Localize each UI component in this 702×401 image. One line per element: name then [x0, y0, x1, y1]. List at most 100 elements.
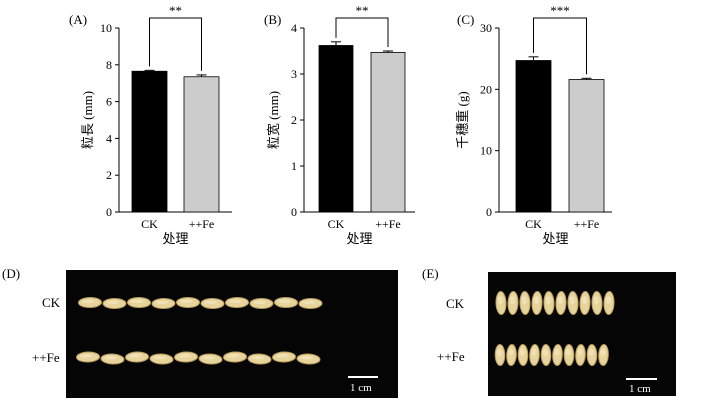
grain-highlight [79, 354, 93, 358]
significance-bracket [533, 17, 587, 75]
grain-ck [567, 291, 579, 315]
y-tick-label: 1 [291, 159, 297, 173]
grain-ck [519, 291, 531, 315]
grain-highlight [554, 348, 560, 357]
grain-ck [176, 297, 200, 308]
grain-highlight [542, 348, 548, 357]
grain-highlight [565, 348, 571, 357]
grain-ck [200, 297, 225, 310]
y-tick-label: 4 [291, 21, 297, 35]
grain-ck [151, 297, 176, 310]
grain-highlight [600, 348, 606, 357]
x-axis-title: 处理 [542, 231, 568, 246]
significance-bracket [335, 17, 389, 47]
photo-e-grains [494, 291, 615, 366]
grain-highlight [251, 355, 265, 360]
grain-fe [223, 351, 247, 363]
x-tick-label: ++Fe [574, 217, 600, 231]
grain-highlight [202, 355, 216, 360]
grain-ck [603, 291, 615, 315]
photo-d-background [66, 270, 398, 398]
x-axis-title: 处理 [162, 231, 188, 246]
bar-++Fe [183, 76, 220, 213]
x-tick-label: CK [141, 217, 158, 231]
y-tick-label: 3 [291, 67, 297, 81]
grain-ck [78, 296, 102, 309]
y-tick-label: 2 [106, 168, 112, 182]
grain-fe [575, 344, 586, 366]
grain-fe [506, 344, 517, 366]
y-tick-label: 10 [100, 21, 112, 35]
grain-ck [555, 291, 567, 315]
bar-CK [515, 60, 552, 213]
photo-d-label-ck: CK [42, 295, 61, 310]
grain-highlight [106, 300, 120, 304]
grain-fe [76, 351, 100, 363]
grain-fe [198, 353, 223, 365]
grain-highlight [521, 296, 527, 305]
y-tick-label: 20 [480, 82, 492, 96]
grain-highlight [581, 296, 588, 305]
y-axis-title: 粒宽 (mm) [266, 91, 281, 149]
grain-highlight [588, 348, 594, 357]
panel-label-b: (B) [264, 12, 281, 27]
photo-e-label-ck: CK [446, 296, 465, 311]
grain-highlight [531, 348, 537, 357]
grain-highlight [509, 296, 516, 305]
y-tick-label: 0 [106, 205, 112, 219]
x-tick-label: ++Fe [375, 217, 401, 231]
y-tick-label: 30 [480, 21, 492, 35]
grain-highlight [130, 299, 144, 303]
grain-highlight [300, 355, 314, 360]
grain-fe [149, 353, 174, 365]
chart-c: 0 10 20 30 CK ++Fe 处理 千穗重 (g) *** [455, 3, 612, 246]
bar-CK [131, 70, 168, 213]
y-tick-label: 4 [106, 131, 112, 145]
grain-fe [586, 344, 598, 366]
grain-ck [298, 297, 323, 310]
photo-d-grains [76, 296, 323, 365]
grain-highlight [81, 299, 95, 304]
grain-highlight [226, 354, 240, 358]
grain-fe [272, 351, 296, 363]
grain-highlight [557, 296, 564, 305]
y-tick-label: 8 [106, 58, 112, 72]
x-tick-label: ++Fe [189, 217, 215, 231]
grain-highlight [275, 354, 289, 358]
y-tick-label: 6 [106, 95, 112, 109]
panel-label-c: (C) [457, 12, 474, 27]
x-axis-title: 处理 [346, 231, 372, 246]
grain-highlight [593, 296, 599, 305]
grain-highlight [497, 296, 503, 305]
grain-ck [495, 291, 507, 315]
grain-highlight [605, 296, 612, 305]
photo-e-label-fe: ++Fe [437, 349, 465, 364]
grain-highlight [496, 348, 502, 357]
y-axis-title: 千穗重 (g) [455, 91, 470, 148]
y-tick-label: 0 [291, 205, 297, 219]
x-tick-label: CK [525, 217, 542, 231]
grain-highlight [302, 300, 316, 305]
bar-++Fe [370, 51, 406, 213]
grain-ck [507, 291, 519, 315]
grain-highlight [104, 355, 118, 360]
grain-ck [102, 298, 127, 309]
bar-++Fe [568, 79, 605, 213]
photo-e-background [488, 272, 676, 396]
grain-fe [598, 344, 609, 366]
photo-e-scale-label: 1 cm [629, 383, 651, 395]
grain-highlight [177, 354, 191, 358]
grain-highlight [519, 348, 525, 357]
y-tick-label: 2 [291, 113, 297, 127]
grain-highlight [204, 300, 218, 304]
grain-fe [125, 351, 149, 363]
grain-highlight [277, 299, 291, 303]
grain-highlight [533, 296, 540, 305]
grain-highlight [228, 299, 242, 304]
panel-label-d: (D) [2, 266, 20, 281]
significance-label: ** [356, 3, 369, 18]
